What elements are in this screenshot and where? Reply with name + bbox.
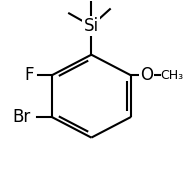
Text: F: F: [24, 66, 34, 84]
Text: Si: Si: [84, 17, 99, 35]
Text: CH₃: CH₃: [161, 69, 184, 82]
Text: Br: Br: [13, 108, 31, 126]
Text: O: O: [140, 66, 153, 84]
